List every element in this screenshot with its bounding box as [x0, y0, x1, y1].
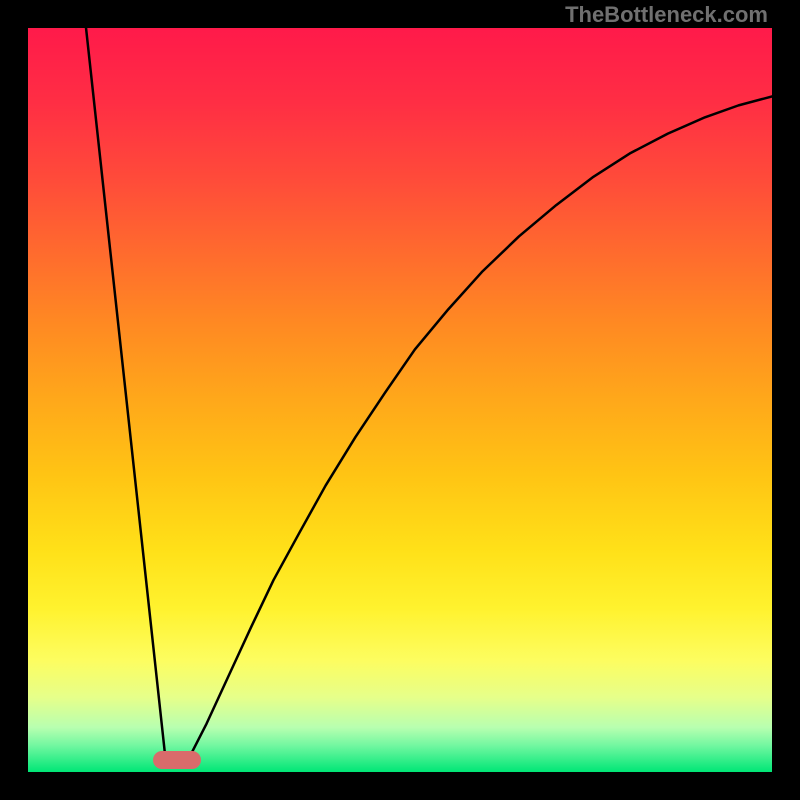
bottleneck-curve — [28, 28, 772, 772]
chart-frame: TheBottleneck.com — [0, 0, 800, 800]
optimum-marker — [153, 751, 201, 769]
watermark-text: TheBottleneck.com — [565, 2, 768, 28]
plot-area — [28, 28, 772, 772]
